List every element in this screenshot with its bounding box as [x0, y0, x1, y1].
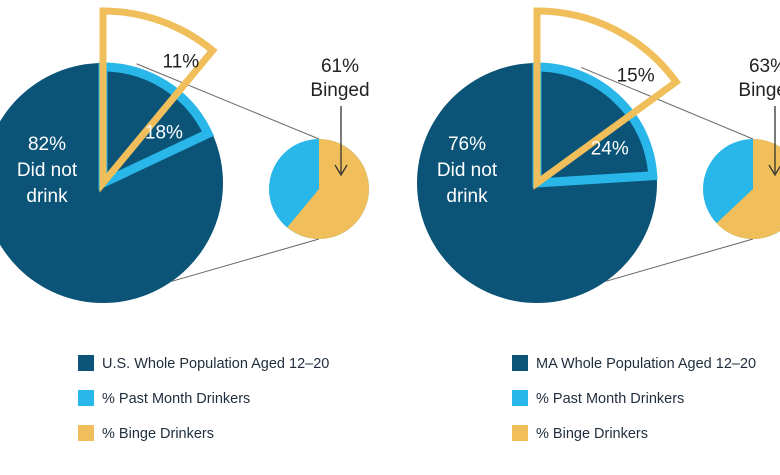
legend-swatch [512, 425, 528, 441]
main-slice-value-label: 76% [448, 134, 486, 155]
drinkers-slice-label: 24% [591, 138, 629, 159]
detail-pie-text-label: Binged [738, 80, 780, 101]
legend-label: % Binge Drinkers [102, 426, 215, 442]
main-slice-value-label: 82% [28, 134, 66, 155]
detail-pie-value-label: 63% [749, 56, 780, 77]
connector-line-bottom [171, 238, 320, 282]
detail-pie-binge [716, 139, 780, 239]
connector-line-top [580, 66, 754, 140]
detail-pie-text-label: Binged [310, 80, 369, 101]
legend-swatch [78, 425, 94, 441]
binge-wedge-label: 15% [617, 66, 655, 87]
main-slice-text-label: drink [446, 186, 488, 207]
detail-arrow-head [768, 164, 780, 177]
binge-wedge-label: 11% [163, 52, 200, 73]
pie-slice-past-month-drinkers [98, 62, 214, 191]
pie-slice-past-month-drinkers [532, 62, 658, 188]
legend-swatch [78, 355, 94, 371]
main-slice-text-label: Did not [17, 160, 78, 181]
legend-swatch [512, 355, 528, 371]
detail-arrow-head [334, 164, 348, 177]
legend-label: MA Whole Population Aged 12–20 [536, 356, 757, 372]
drinkers-slice-label: 18% [145, 123, 183, 144]
detail-pie-binge [287, 139, 369, 240]
legend-swatch [78, 390, 94, 406]
legend-swatch [512, 390, 528, 406]
legend-label: U.S. Whole Population Aged 12–20 [102, 356, 330, 372]
pie-slice-binge-drinkers [533, 7, 682, 190]
connector-line-top [136, 63, 320, 140]
connector-line-bottom [605, 238, 754, 282]
legend-label: % Binge Drinkers [536, 426, 649, 442]
pie-slice-binge-drinkers [99, 7, 218, 193]
detail-pie-value-label: 61% [321, 56, 359, 77]
main-slice-text-label: Did not [437, 160, 498, 181]
legend-label: % Past Month Drinkers [102, 391, 251, 407]
legend-label: % Past Month Drinkers [536, 391, 685, 407]
legend-ma: MA Whole Population Aged 12–20 % Past Mo… [512, 355, 774, 455]
main-slice-text-label: drink [26, 186, 68, 207]
legend-us: U.S. Whole Population Aged 12–20 % Past … [78, 355, 398, 455]
